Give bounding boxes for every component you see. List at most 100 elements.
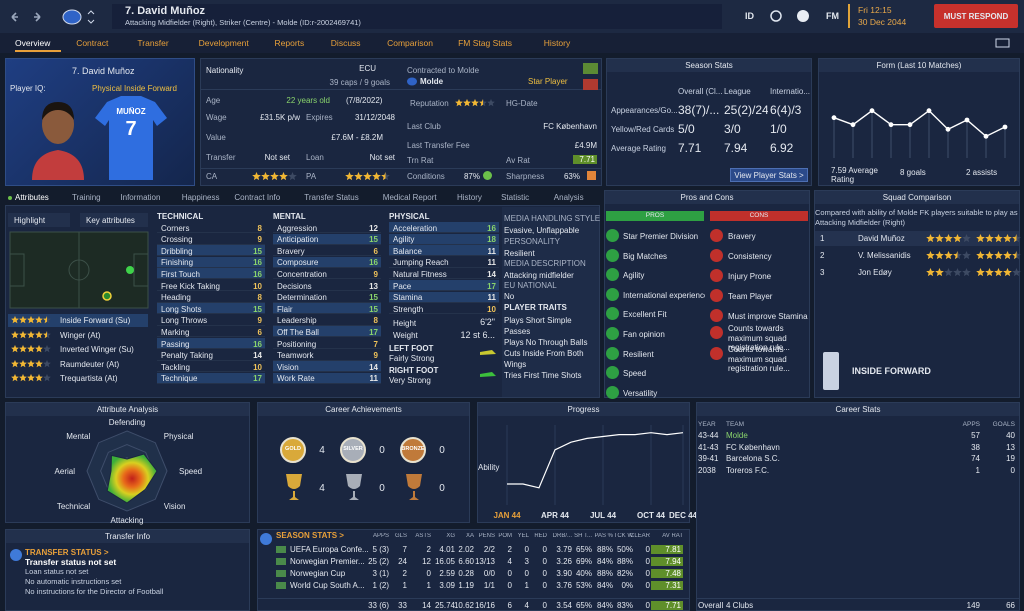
trophy — [286, 474, 302, 500]
attribute-value: 16 — [369, 258, 378, 268]
star-rating — [926, 251, 971, 260]
star-full — [19, 330, 27, 338]
star-empty — [288, 172, 297, 181]
fm-button[interactable]: FM — [826, 11, 839, 21]
star-full — [35, 345, 43, 353]
role-title: INSIDE FORWARD — [852, 366, 931, 376]
season-cell: 65% — [575, 601, 592, 610]
attribute-value: 11 — [487, 293, 496, 303]
stat-value: 3/0 — [724, 123, 741, 136]
attribute-value: 17 — [487, 281, 496, 291]
attribute-value: 11 — [369, 374, 378, 384]
sub-tab[interactable]: Happiness — [181, 193, 220, 202]
transfer-line: No automatic instructions set — [25, 577, 122, 586]
x-tick-label: JAN 44 — [493, 511, 521, 520]
divider — [697, 598, 1019, 599]
id-button[interactable]: ID — [745, 11, 754, 21]
stat-value: 7.94 — [724, 142, 748, 155]
squad-player: Jon Edøy — [858, 268, 892, 277]
form-average: 7.59 Average Rating — [831, 166, 879, 185]
sub-tab[interactable]: Transfer Status — [304, 193, 359, 202]
key-attributes-label[interactable]: Key attributes — [86, 216, 135, 225]
role-name[interactable]: Winger (At) — [60, 330, 101, 340]
must-respond-button[interactable] — [934, 4, 1018, 28]
nav-tab[interactable]: Reports — [274, 38, 305, 48]
season-cell: 25.74 — [434, 601, 455, 610]
attribute-name: Acceleration — [393, 223, 438, 233]
nav-tab[interactable]: Discuss — [330, 38, 361, 48]
season-stats-link[interactable]: SEASON STATS > — [276, 531, 344, 540]
nav-tab[interactable]: Overview — [15, 38, 51, 48]
role-name[interactable]: Trequartista (At) — [60, 374, 118, 383]
attribute-row — [273, 326, 381, 338]
tab-bar — [0, 33, 1024, 53]
column-header: XA — [465, 533, 474, 539]
column-header: Internatio... — [770, 87, 811, 96]
star-full — [35, 316, 43, 324]
role-name[interactable]: Raumdeuter (At) — [60, 359, 120, 369]
date-of-birth: (7/8/2022) — [346, 96, 383, 105]
screen — [995, 38, 1010, 48]
trophy-count: 4 — [319, 483, 325, 494]
career-cell: 41-43 — [698, 442, 719, 452]
sub-tab[interactable]: Analysis — [553, 193, 584, 202]
season-cell: 10.62 — [453, 601, 474, 610]
competition-name: World Cup South A... — [290, 581, 365, 590]
stat-value: 38(7)/... — [678, 104, 720, 117]
medal — [280, 437, 306, 463]
nav-tab[interactable]: Comparison — [387, 38, 433, 48]
rank: 2 — [820, 251, 825, 260]
attribute-row — [273, 338, 381, 349]
sub-tab-bar — [0, 190, 600, 202]
column-header: PENS — [478, 533, 495, 539]
highlight-label[interactable]: Highlight — [14, 216, 46, 225]
loan-label: Loan — [306, 153, 324, 162]
must-respond-label[interactable]: MUST RESPOND — [943, 12, 1009, 21]
view-stats-label[interactable]: View Player Stats > — [734, 171, 804, 180]
sub-tab[interactable]: History — [457, 193, 482, 202]
season-cell: 2.02 — [458, 545, 474, 554]
nav-tab[interactable]: FM Stag Stats — [458, 38, 512, 48]
sub-tab[interactable]: Attributes — [15, 193, 49, 202]
attribute-row — [273, 372, 381, 384]
star-fill — [11, 345, 43, 353]
role-name[interactable]: Inverted Winger (Su) — [60, 345, 134, 354]
highlight-dropdown[interactable] — [8, 213, 70, 227]
pro-item: Speed — [623, 369, 647, 379]
wage-label: Wage — [206, 113, 227, 122]
icon-help — [797, 10, 809, 22]
role-name[interactable]: Inside Forward (Su) — [60, 316, 131, 325]
nav-tab[interactable]: Contract — [76, 38, 109, 48]
sub-tab[interactable]: Statistic — [501, 193, 530, 202]
career-cell: 40 — [1006, 431, 1015, 440]
portrait-shoulders — [32, 150, 84, 180]
attribute-name: Jumping Reach — [393, 258, 449, 268]
media-label: MEDIA HANDLING STYLE — [504, 214, 601, 223]
sharpness-icon — [587, 171, 596, 180]
star-empty — [962, 268, 971, 277]
season-cell: 82% — [616, 569, 633, 578]
attribute-value: 15 — [369, 304, 378, 314]
star-full — [11, 330, 19, 338]
star-full — [926, 251, 935, 260]
sub-tab[interactable]: Medical Report — [382, 193, 437, 202]
career-cell: 43-44 — [698, 431, 719, 440]
nav-tab[interactable]: History — [543, 38, 571, 48]
star-full — [471, 99, 479, 107]
trophy — [346, 474, 362, 500]
nav-tab[interactable]: Development — [198, 38, 249, 48]
nav-tab[interactable]: Transfer — [137, 38, 169, 48]
view-stats-button[interactable] — [730, 168, 808, 182]
form-point — [964, 117, 970, 123]
expires-label: Expires — [306, 113, 333, 122]
sub-tab[interactable]: Training — [72, 193, 101, 202]
season-cell: 0 — [542, 601, 547, 610]
transfer-status-link[interactable]: TRANSFER STATUS > — [25, 548, 109, 557]
attribute-row — [389, 233, 499, 245]
key-attributes-dropdown[interactable] — [80, 213, 148, 227]
box-left — [9, 253, 25, 287]
sub-tab[interactable]: Information — [120, 193, 161, 202]
attribute-row — [389, 303, 499, 315]
sub-tab[interactable]: Contract Info — [234, 193, 281, 202]
attribute-value: 9 — [257, 316, 262, 326]
